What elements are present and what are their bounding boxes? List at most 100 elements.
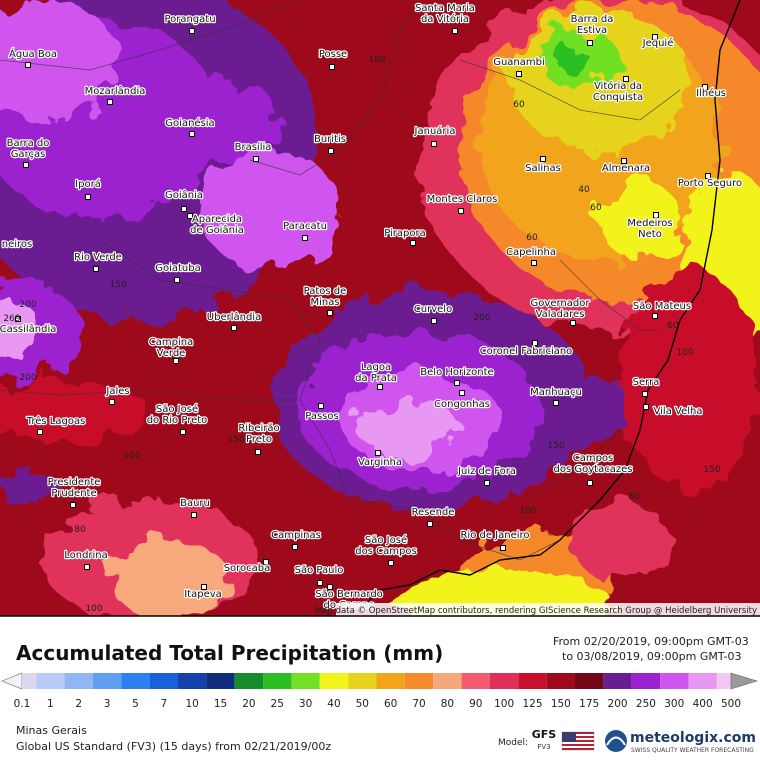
colorbar-label: 100 (494, 698, 514, 710)
city-label: Posse (319, 49, 347, 60)
city-marker (329, 64, 335, 70)
city-label: Congonhas (434, 399, 490, 410)
city-marker (377, 384, 383, 390)
colorbar-swatch (631, 673, 661, 689)
colorbar-swatch (489, 673, 519, 689)
city-marker (652, 313, 658, 319)
city-label: Resende (412, 507, 455, 518)
city-label: Vitória da (594, 80, 642, 92)
city-marker (187, 213, 193, 219)
city-label: Paracatu (283, 221, 327, 232)
city-label: Mozarlândia (85, 85, 146, 97)
city-marker (180, 429, 186, 435)
city-label: Serra (633, 377, 660, 388)
city-marker (181, 206, 187, 212)
city-label: Pirapora (384, 228, 426, 239)
legend-title: Accumulated Total Precipitation (mm) (16, 641, 443, 665)
city-marker (174, 277, 180, 283)
contour-label: 80 (74, 525, 86, 535)
model-sub: FV3 (537, 743, 550, 751)
city-label: Lagoa (361, 362, 391, 373)
city-label: Estiva (577, 25, 607, 36)
colorbar-label: 60 (384, 698, 397, 710)
city-label: Conquista (593, 92, 643, 103)
contour-labels: 1806040606015020026920020015010080801501… (3, 55, 720, 614)
city-label: Presidente (48, 477, 101, 488)
city-marker (702, 84, 708, 90)
city-label: dos Goytacazes (554, 464, 633, 475)
colorbar-swatch (92, 673, 122, 689)
contour-label: 80 (628, 492, 640, 502)
contour-label: 200 (473, 313, 490, 323)
period-to: to 03/08/2019, 09:00pm GMT-03 (562, 650, 742, 663)
city-marker (553, 400, 559, 406)
city-label: Patos de (304, 286, 347, 297)
model-label: Model: (498, 738, 528, 748)
city-label: Ribeirão (238, 423, 279, 434)
colorbar-swatch (603, 673, 632, 689)
contour-label: 100 (676, 348, 693, 358)
city-marker (25, 62, 31, 68)
city-marker (327, 584, 333, 590)
city-label: Campinas (271, 530, 321, 541)
colorbar-swatch (319, 673, 349, 689)
city-label: Rio Verde (74, 252, 122, 263)
city-marker (173, 358, 179, 364)
city-marker (70, 502, 76, 508)
city-label: Belo Horizonte (420, 367, 493, 378)
city-marker (516, 71, 522, 77)
colorbar-label: 1 (47, 698, 54, 710)
city-label: Goiatuba (155, 263, 201, 274)
city-marker (328, 148, 334, 154)
city-label: Valadares (536, 309, 585, 320)
city-label: Cassilândia (0, 323, 56, 335)
city-marker (652, 34, 658, 40)
city-label: Medeiros (627, 218, 672, 229)
city-label: Januária (414, 125, 456, 137)
city-label: Montes Claros (427, 194, 498, 205)
colorbar-swatch (234, 673, 264, 689)
city-marker (84, 564, 90, 570)
colorbar-label: 80 (441, 698, 454, 710)
colorbar-swatch (22, 673, 37, 689)
tagline: SWISS QUALITY WEATHER FORECASTING (631, 747, 754, 754)
city-label: Porto Seguro (678, 178, 742, 189)
precip-map (0, 0, 760, 616)
city-label: Garças (11, 149, 46, 160)
city-label: Almenara (602, 163, 650, 174)
contour-label: 200 (19, 300, 36, 310)
city-label: Neto (638, 229, 662, 240)
city-label: São José (365, 534, 407, 546)
city-marker (93, 266, 99, 272)
city-label: São José (156, 403, 198, 415)
colorbar-label: 200 (608, 698, 628, 710)
contour-label: 150 (547, 441, 564, 451)
city-label: Goiânia (165, 189, 203, 201)
contour-label: 100 (123, 451, 140, 461)
city-label: Salinas (525, 163, 561, 174)
colorbar-swatch (348, 673, 377, 689)
contour-label: 269 (3, 314, 20, 324)
city-label: Londrina (64, 550, 108, 561)
city-label: Bauru (180, 498, 210, 509)
city-marker (540, 156, 546, 162)
colorbar-label: 0.1 (14, 698, 31, 710)
city-marker (531, 260, 537, 266)
model-name: GFS (532, 728, 557, 741)
city-marker (431, 318, 437, 324)
city-marker (191, 512, 197, 518)
city-marker (189, 28, 195, 34)
colorbar-label: 90 (469, 698, 482, 710)
city-marker (452, 28, 458, 34)
period-from: From 02/20/2019, 09:00pm GMT-03 (553, 635, 749, 648)
colorbar-arrow-left (1, 672, 23, 690)
city-label: Jequié (642, 37, 674, 49)
contour-label: 180 (368, 55, 385, 65)
colorbar-label: 50 (356, 698, 369, 710)
attribution: Map data © OpenStreetMap contributors, r… (315, 606, 757, 616)
us-flag (561, 731, 595, 751)
city-marker (85, 194, 91, 200)
city-label: São Paulo (295, 565, 344, 576)
city-label: Iporá (75, 178, 101, 190)
